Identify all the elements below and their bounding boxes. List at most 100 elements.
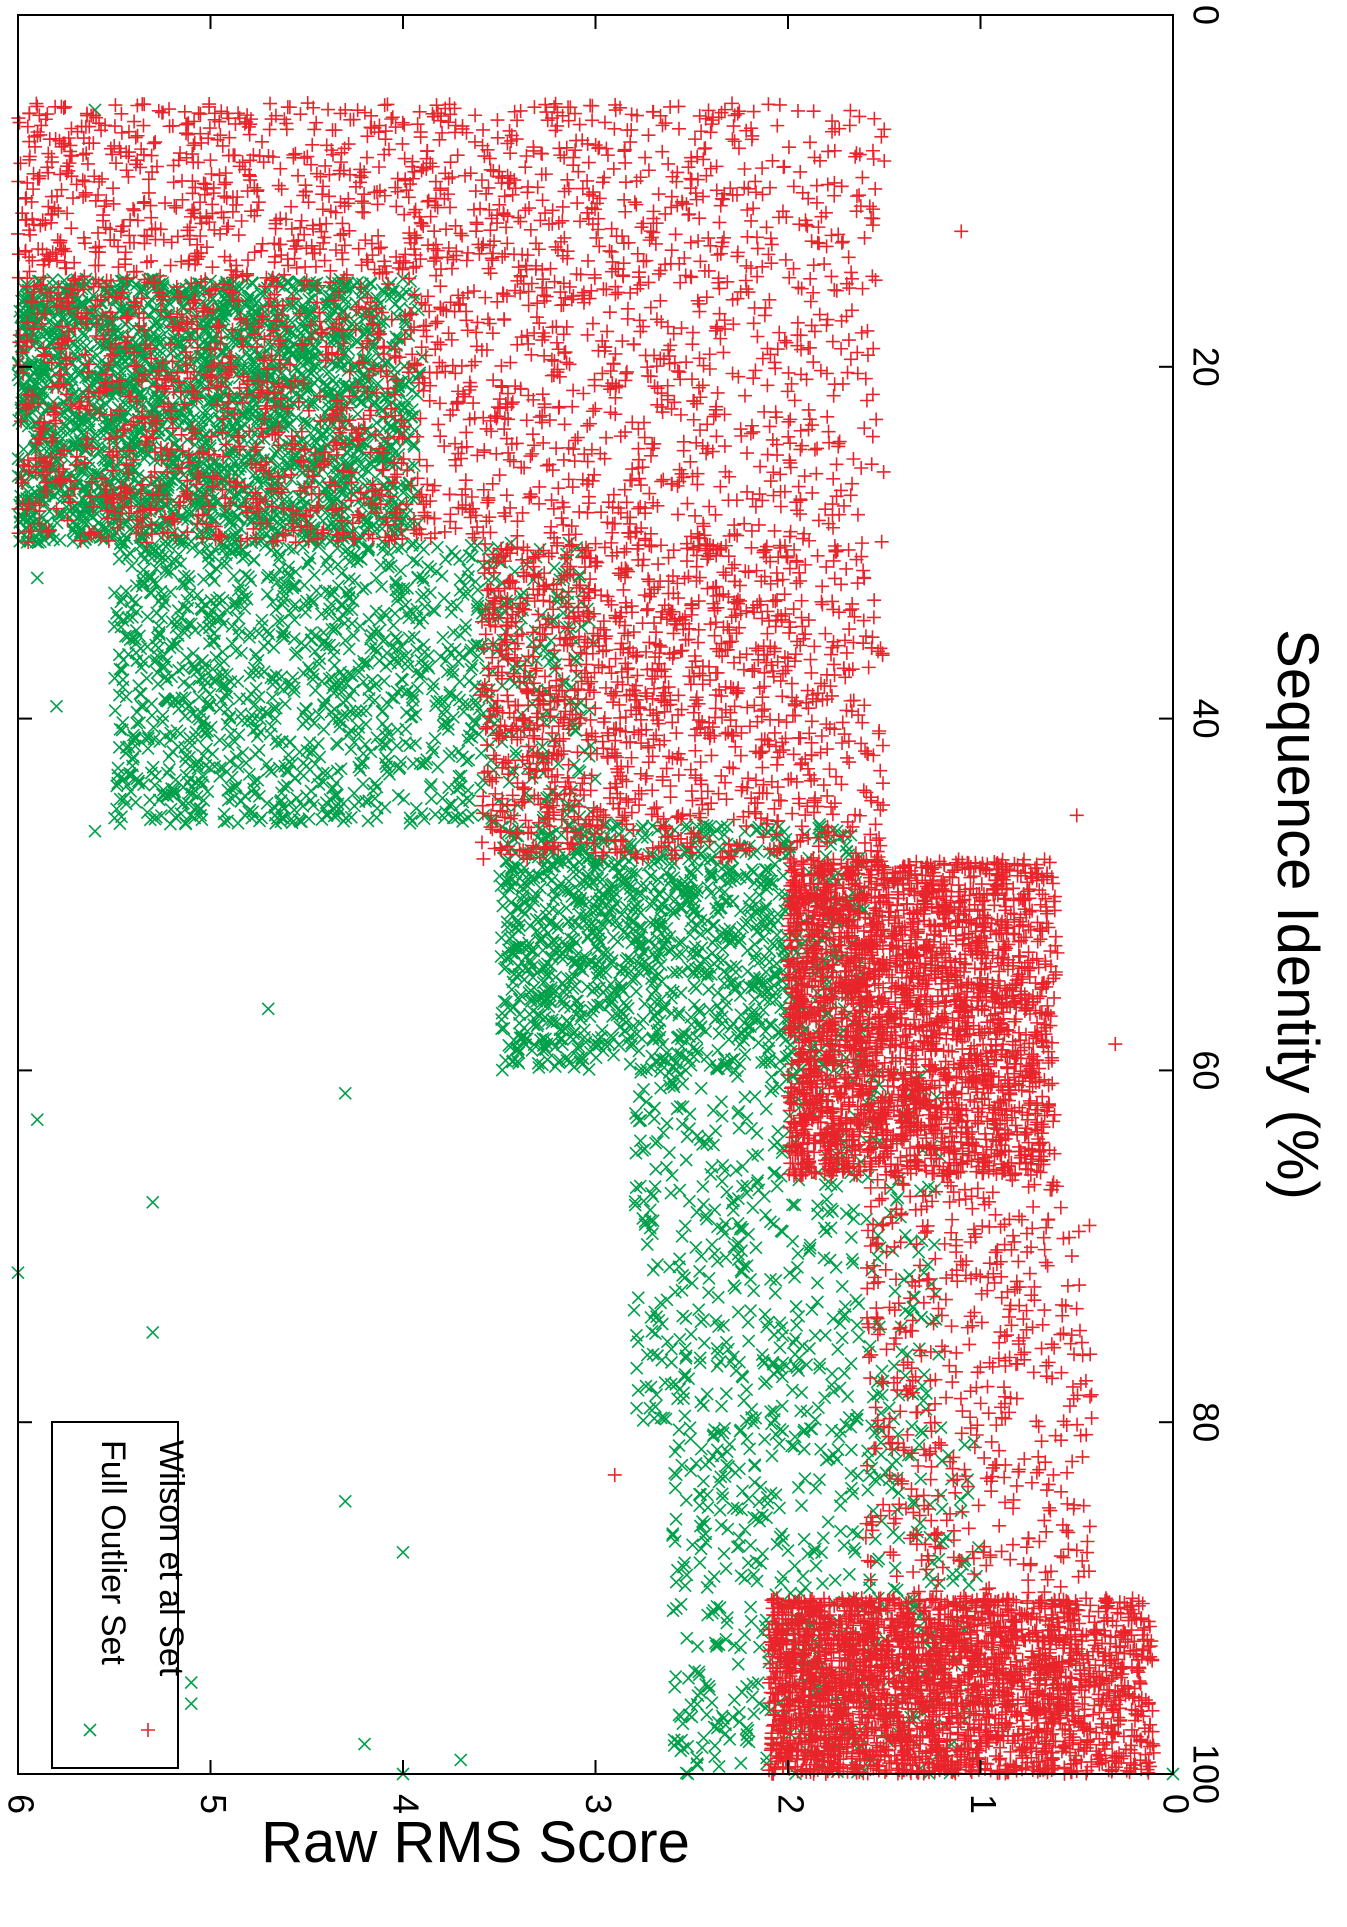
data-point — [150, 606, 164, 620]
data-point — [296, 756, 310, 770]
data-point — [582, 703, 597, 717]
data-point — [394, 540, 409, 554]
data-point — [409, 707, 423, 722]
data-point — [629, 984, 643, 998]
data-point — [308, 757, 322, 771]
data-point — [319, 555, 333, 569]
data-point — [250, 729, 264, 744]
data-point — [199, 598, 213, 612]
data-point — [474, 746, 488, 760]
data-point — [435, 569, 449, 583]
data-point — [468, 575, 483, 589]
data-point — [456, 795, 470, 809]
data-point — [231, 628, 245, 642]
data-point — [330, 764, 344, 778]
data-point — [347, 799, 362, 813]
data-point — [160, 766, 174, 780]
data-point — [390, 739, 404, 753]
data-point — [314, 607, 329, 621]
data-point — [312, 777, 326, 791]
data-point — [623, 1057, 637, 1071]
data-point — [334, 762, 348, 776]
data-point — [223, 754, 237, 768]
data-point — [209, 561, 223, 575]
data-point — [260, 587, 274, 601]
data-point — [377, 315, 391, 329]
data-point — [108, 704, 122, 718]
data-point — [388, 606, 402, 621]
data-point — [711, 905, 725, 920]
data-point — [353, 619, 367, 633]
data-point — [108, 811, 122, 825]
data-point — [216, 645, 230, 659]
data-point — [555, 1032, 569, 1046]
data-point — [574, 620, 589, 634]
data-point — [283, 735, 297, 749]
data-point — [163, 817, 177, 831]
data-point — [370, 801, 384, 815]
data-point — [116, 673, 130, 687]
data-point — [370, 780, 384, 794]
data-point — [129, 595, 143, 609]
data-point — [120, 778, 135, 792]
data-point — [270, 737, 285, 751]
data-point — [452, 769, 466, 783]
data-point — [759, 1024, 773, 1038]
data-point — [294, 636, 308, 650]
data-point — [171, 740, 185, 754]
data-point — [97, 453, 111, 467]
data-point — [442, 781, 456, 795]
data-point — [431, 760, 445, 774]
data-point — [715, 942, 730, 956]
data-point — [281, 748, 296, 762]
data-point — [176, 661, 190, 675]
data-point — [502, 775, 516, 789]
data-point — [112, 740, 126, 754]
data-point — [577, 1023, 591, 1037]
data-point — [162, 762, 177, 776]
data-point — [220, 603, 234, 617]
data-point — [144, 292, 158, 307]
data-point — [216, 593, 230, 607]
data-point — [738, 824, 752, 838]
data-point — [358, 737, 372, 751]
data-point — [111, 761, 125, 775]
data-point — [406, 757, 420, 771]
data-point — [407, 440, 421, 454]
data-point — [194, 595, 208, 609]
data-point — [495, 1063, 509, 1077]
data-point — [468, 679, 482, 693]
data-point — [413, 616, 427, 630]
data-point — [298, 605, 313, 619]
data-point — [282, 560, 296, 574]
data-point — [424, 792, 438, 806]
data-point — [425, 741, 439, 755]
data-point — [147, 401, 161, 415]
data-point — [439, 552, 453, 566]
data-point — [186, 646, 200, 660]
data-point — [717, 965, 731, 979]
data-point — [158, 729, 172, 743]
data-point — [464, 538, 478, 552]
data-point — [342, 727, 356, 741]
data-point — [517, 1021, 531, 1035]
data-point — [129, 795, 143, 809]
data-point — [177, 675, 191, 690]
data-point — [481, 542, 495, 556]
data-point — [374, 558, 388, 572]
data-point — [582, 894, 596, 908]
data-point — [327, 648, 341, 662]
data-point — [702, 983, 716, 997]
data-point — [140, 610, 154, 624]
data-point — [361, 814, 375, 828]
data-point — [300, 556, 315, 570]
data-point — [110, 606, 124, 620]
data-point — [232, 692, 247, 706]
data-point — [400, 285, 414, 300]
data-point — [405, 538, 419, 552]
data-point — [249, 648, 263, 662]
data-point — [461, 563, 475, 577]
data-point — [428, 731, 442, 745]
data-point — [364, 745, 378, 759]
data-point — [356, 675, 370, 689]
